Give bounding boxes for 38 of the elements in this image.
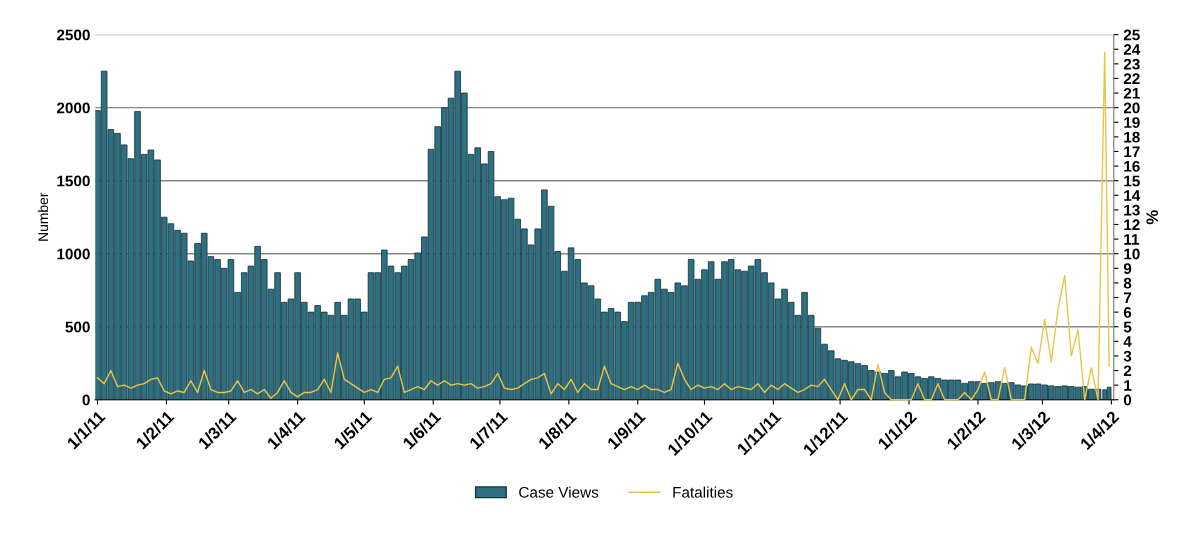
y2-tick-label: 24 xyxy=(1123,44,1141,55)
y2-tick-label: 25 xyxy=(1123,29,1140,41)
y-tick-label: 2500 xyxy=(56,29,90,41)
y2-tick-label: 6 xyxy=(1123,306,1132,318)
y2-tick-label: 9 xyxy=(1123,263,1132,274)
y2-tick-label: 1 xyxy=(1124,380,1132,391)
y2-tick-label: 20 xyxy=(1123,102,1140,114)
y2-tick-label: 8 xyxy=(1123,277,1132,289)
y2-tick-label: 4 xyxy=(1123,336,1132,347)
y2-tick-label: 17 xyxy=(1124,146,1140,158)
legend-label: Fatalities xyxy=(673,486,733,498)
y2-tick-label: 2 xyxy=(1123,365,1132,377)
y2-tick-label: 5 xyxy=(1123,321,1132,333)
y2-tick-label: 13 xyxy=(1124,204,1140,216)
y2-tick-label: 11 xyxy=(1124,234,1140,245)
y2-tick-label: 18 xyxy=(1124,131,1140,143)
legend-label: Case Views xyxy=(519,486,599,498)
y2-tick-label: 3 xyxy=(1123,350,1132,362)
y2-tick-label: 14 xyxy=(1124,190,1141,201)
y-tick-label: 2000 xyxy=(56,102,90,114)
y2-tick-label: 16 xyxy=(1124,160,1140,172)
y2-tick-label: 0 xyxy=(1123,394,1132,406)
y-tick-label: 1500 xyxy=(57,175,90,187)
y2-axis-title: % xyxy=(1146,210,1159,225)
y-tick-label: 500 xyxy=(65,321,90,333)
y2-tick-label: 23 xyxy=(1123,58,1140,70)
y-tick-label: 1000 xyxy=(57,248,90,260)
y2-tick-label: 15 xyxy=(1124,175,1140,187)
y2-tick-label: 22 xyxy=(1123,73,1140,84)
y2-tick-label: 21 xyxy=(1123,87,1140,99)
y-axis-title: Number xyxy=(37,192,49,241)
line-series xyxy=(96,51,1110,401)
y2-tick-label: 12 xyxy=(1124,219,1140,231)
y2-tick-label: 19 xyxy=(1124,117,1140,128)
bar xyxy=(1106,386,1112,400)
y2-tick-label: 10 xyxy=(1124,248,1140,260)
y2-tick-label: 7 xyxy=(1123,292,1132,304)
y-tick-label: 0 xyxy=(82,394,90,406)
